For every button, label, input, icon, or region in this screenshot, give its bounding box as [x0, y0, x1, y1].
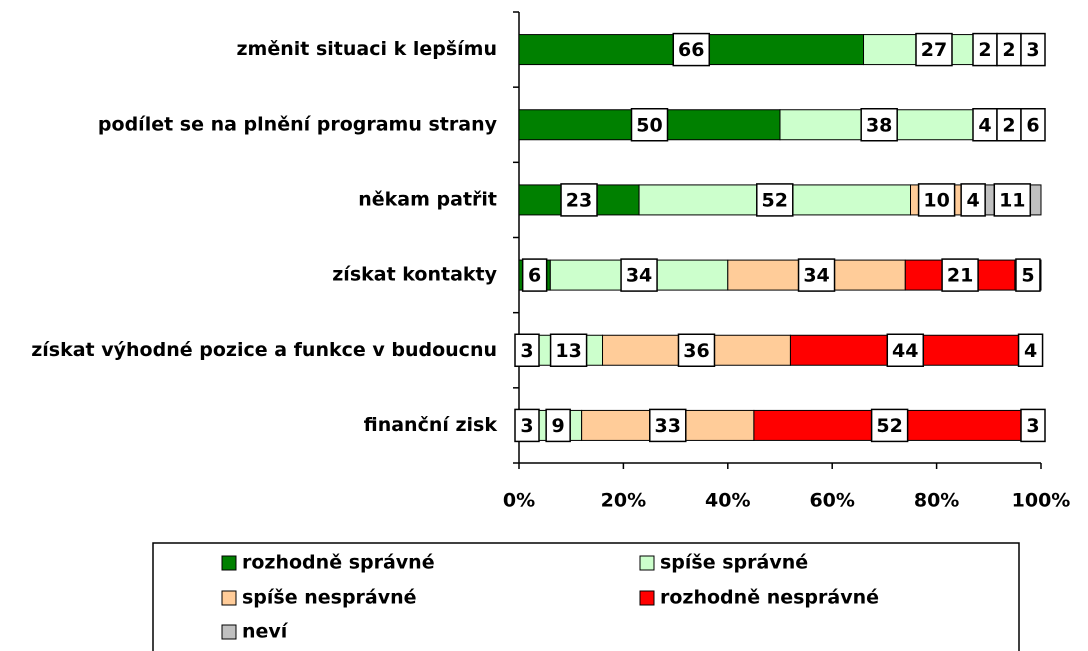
- category-label: finanční zisk: [364, 414, 498, 436]
- data-label: 27: [921, 39, 947, 61]
- data-label: 4: [978, 114, 991, 136]
- legend-swatch: [639, 590, 655, 606]
- data-label: 2: [1002, 114, 1015, 136]
- data-label-box: [1020, 32, 1046, 67]
- legend-swatch: [221, 590, 237, 606]
- data-label-box: [514, 408, 540, 443]
- data-label-box: [514, 333, 540, 367]
- data-label: 52: [762, 189, 788, 211]
- data-label: 52: [876, 415, 902, 437]
- legend-swatch: [639, 555, 655, 571]
- data-label: 2: [1002, 39, 1015, 61]
- legend-label: neví: [242, 621, 289, 643]
- legend-label: spíše správné: [660, 552, 808, 574]
- data-label: 6: [1026, 114, 1039, 136]
- data-label-box: [672, 32, 711, 67]
- data-label-box: [649, 408, 687, 443]
- x-tick-label: 0%: [503, 490, 535, 512]
- data-label: 10: [923, 189, 949, 211]
- data-label-box: [1020, 108, 1046, 142]
- data-label: 50: [636, 114, 662, 136]
- data-label: 4: [967, 189, 980, 211]
- data-label-box: [996, 32, 1022, 67]
- data-label: 33: [655, 415, 681, 437]
- data-label-box: [1017, 333, 1044, 367]
- data-label-box: [1015, 258, 1041, 292]
- category-label: získat kontakty: [332, 264, 497, 286]
- category-label: podílet se na plnění programu strany: [98, 113, 498, 135]
- data-label: 36: [683, 340, 709, 362]
- category-label: získat výhodné pozice a funkce v budoucn…: [31, 339, 497, 361]
- data-label: 3: [1026, 415, 1039, 437]
- x-tick-label: 40%: [705, 490, 750, 512]
- data-label: 5: [1021, 265, 1034, 287]
- category-label: změnit situaci k lepšímu: [236, 38, 497, 60]
- data-label-box: [797, 258, 836, 292]
- data-label-box: [549, 333, 588, 367]
- data-label-box: [560, 183, 598, 217]
- data-label-box: [941, 258, 979, 292]
- data-label: 34: [803, 265, 829, 287]
- data-label: 2: [978, 39, 991, 61]
- data-label: 34: [626, 265, 652, 287]
- data-label-box: [756, 183, 794, 217]
- data-label-box: [886, 333, 925, 367]
- data-label: 4: [1024, 340, 1037, 362]
- legend-swatch: [221, 555, 237, 571]
- category-label: někam patřit: [358, 188, 497, 210]
- x-tick-label: 20%: [601, 490, 646, 512]
- data-label-box: [630, 108, 669, 142]
- data-label: 44: [892, 340, 918, 362]
- data-label: 3: [1026, 39, 1039, 61]
- data-label-box: [1020, 408, 1046, 443]
- data-label-box: [620, 258, 658, 292]
- legend-box: [152, 542, 1020, 651]
- legend-label: rozhodně správné: [242, 552, 435, 574]
- legend-label: spíše nesprávné: [242, 587, 417, 609]
- data-label-box: [521, 258, 548, 292]
- legend-label: rozhodně nesprávné: [660, 587, 879, 609]
- data-label-box: [545, 408, 571, 443]
- data-label-box: [677, 333, 716, 367]
- data-label-box: [993, 183, 1032, 217]
- x-tick-label: 100%: [1012, 490, 1071, 512]
- data-label: 9: [552, 415, 565, 437]
- data-label-box: [960, 183, 986, 217]
- data-label-box: [996, 108, 1022, 142]
- data-label-box: [917, 183, 956, 217]
- data-label-box: [915, 32, 953, 67]
- x-tick-label: 60%: [809, 490, 854, 512]
- data-label-box: [860, 108, 898, 142]
- data-label: 13: [555, 340, 581, 362]
- x-tick-label: 80%: [914, 490, 959, 512]
- data-label-box: [870, 408, 909, 443]
- legend-swatch: [221, 624, 237, 640]
- data-label: 6: [528, 265, 541, 287]
- data-label: 21: [947, 265, 973, 287]
- data-label: 23: [566, 189, 592, 211]
- data-label: 3: [520, 415, 533, 437]
- data-label: 3: [520, 340, 533, 362]
- data-label: 11: [999, 189, 1025, 211]
- data-label: 66: [678, 39, 704, 61]
- data-label: 38: [866, 114, 892, 136]
